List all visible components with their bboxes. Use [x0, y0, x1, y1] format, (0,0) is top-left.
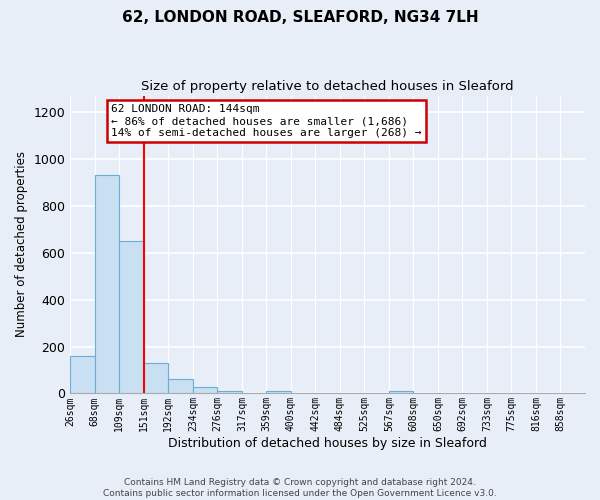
Bar	[169, 380, 193, 394]
X-axis label: Distribution of detached houses by size in Sleaford: Distribution of detached houses by size …	[168, 437, 487, 450]
Y-axis label: Number of detached properties: Number of detached properties	[15, 152, 28, 338]
Bar	[217, 390, 242, 394]
Bar	[95, 176, 119, 394]
Text: Contains HM Land Registry data © Crown copyright and database right 2024.
Contai: Contains HM Land Registry data © Crown c…	[103, 478, 497, 498]
Bar	[389, 390, 413, 394]
Bar	[266, 390, 291, 394]
Bar	[70, 356, 95, 394]
Text: 62, LONDON ROAD, SLEAFORD, NG34 7LH: 62, LONDON ROAD, SLEAFORD, NG34 7LH	[122, 10, 478, 25]
Bar	[144, 363, 169, 394]
Title: Size of property relative to detached houses in Sleaford: Size of property relative to detached ho…	[142, 80, 514, 93]
Text: 62 LONDON ROAD: 144sqm
← 86% of detached houses are smaller (1,686)
14% of semi-: 62 LONDON ROAD: 144sqm ← 86% of detached…	[112, 104, 422, 138]
Bar	[119, 241, 144, 394]
Bar	[193, 387, 217, 394]
